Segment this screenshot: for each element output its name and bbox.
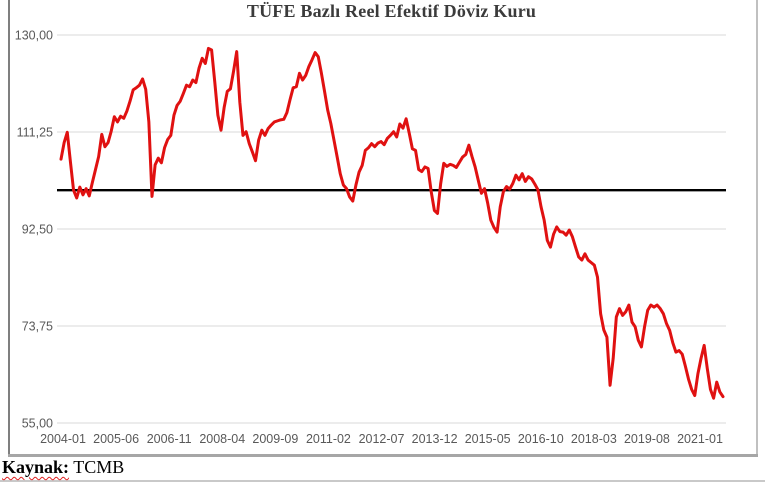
x-axis-tick-label: 2016-10 [518, 432, 564, 446]
x-axis-tick-label: 2019-08 [624, 432, 670, 446]
x-axis-tick-label: 2021-01 [677, 432, 723, 446]
x-axis-tick-label: 2009-09 [252, 432, 298, 446]
chart-title: TÜFE Bazlı Reel Efektif Döviz Kuru [246, 1, 537, 21]
source-value: TCMB [73, 457, 125, 477]
y-axis-tick-label: 92,50 [22, 223, 53, 237]
x-axis-tick-label: 2011-02 [306, 432, 351, 446]
x-axis-tick-label: 2018-03 [571, 432, 617, 446]
table-cell-border-right [756, 0, 758, 455]
page-bottom-rule [0, 480, 765, 482]
y-axis-tick-label: 130,00 [15, 29, 53, 43]
y-axis-tick-label: 111,25 [17, 126, 53, 140]
source-label: Kaynak: [2, 457, 70, 477]
x-axis-tick-label: 2015-05 [465, 432, 511, 446]
x-axis-tick-label: 2004-01 [40, 432, 86, 446]
table-cell-border-left [8, 0, 10, 455]
source-note: Kaynak: TCMB [2, 457, 124, 478]
series-line-reer [59, 46, 725, 400]
table-cell-border-bottom [8, 454, 758, 457]
x-axis-tick-label: 2008-04 [199, 432, 245, 446]
x-axis-tick-label: 2005-06 [93, 432, 139, 446]
y-axis-tick-label: 73,75 [22, 320, 53, 334]
y-axis-tick-label: 55,00 [22, 417, 53, 431]
x-axis-tick-label: 2006-11 [147, 432, 192, 446]
x-axis-tick-label: 2012-07 [359, 432, 405, 446]
x-axis-tick-label: 2013-12 [412, 432, 458, 446]
